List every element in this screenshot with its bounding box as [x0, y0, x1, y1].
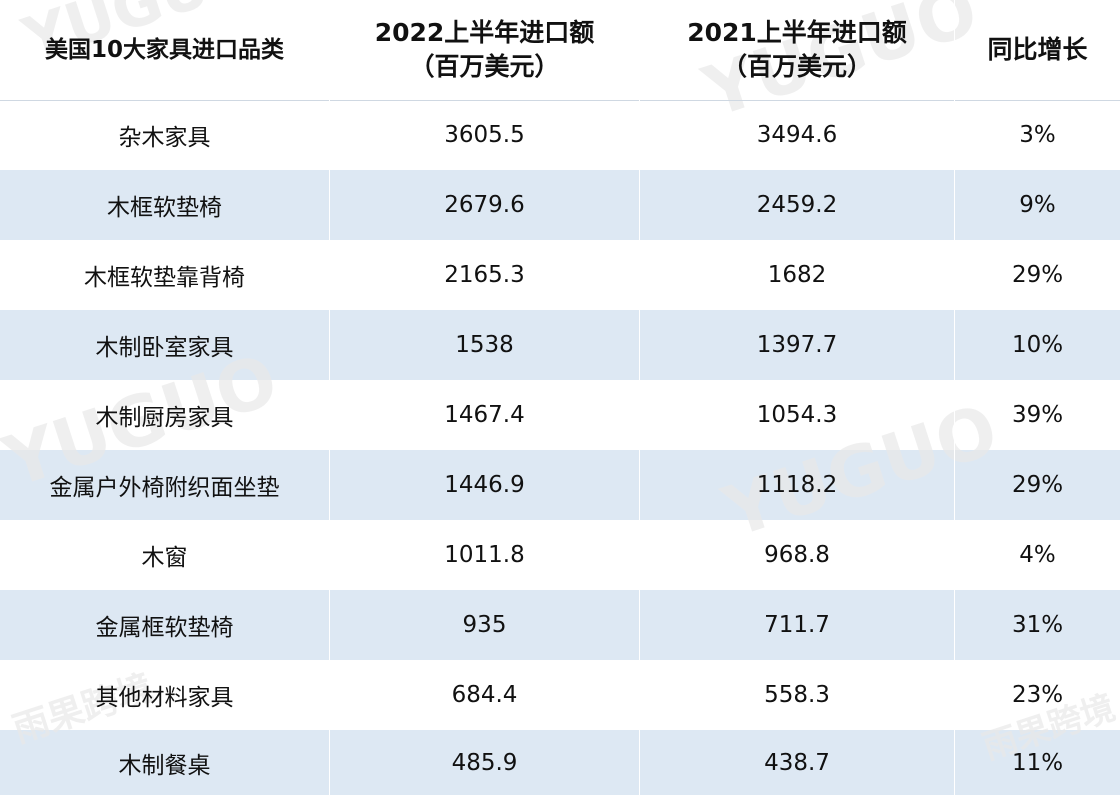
category-cell: 木窗 — [0, 520, 330, 590]
header-2021: 2021上半年进口额 （百万美元） — [640, 0, 955, 100]
category-cell: 其他材料家具 — [0, 660, 330, 730]
growth-cell: 39% — [1011, 402, 1064, 428]
table-row: 金属框软垫椅 935 711.7 31% — [0, 590, 1120, 660]
category-cell: 木制卧室家具 — [0, 310, 330, 380]
table-row: 木框软垫椅 2679.6 2459.2 9% — [0, 170, 1120, 240]
header-divider — [0, 100, 1120, 101]
value-2022-cell: 2165.3 — [330, 240, 640, 310]
value-2022-cell: 684.4 — [330, 660, 640, 730]
header-category: 美国10大家具进口品类 — [0, 0, 330, 100]
table-row: 木制厨房家具 1467.4 1054.3 39% — [0, 380, 1120, 450]
table-row: 木制卧室家具 1538 1397.7 10% — [0, 310, 1120, 380]
category-cell: 木框软垫椅 — [0, 170, 330, 240]
value-2021-cell: 1397.7 — [640, 310, 955, 380]
value-2022-cell: 1446.9 — [330, 450, 640, 520]
growth-cell: 4% — [1019, 542, 1056, 568]
value-2022-cell: 1538 — [330, 310, 640, 380]
growth-cell: 29% — [1011, 472, 1064, 498]
value-2021-cell: 558.3 — [640, 660, 955, 730]
growth-cell: 29% — [1011, 262, 1064, 288]
value-2022-cell: 1011.8 — [330, 520, 640, 590]
value-2022-cell: 2679.6 — [330, 170, 640, 240]
growth-cell: 10% — [1011, 332, 1064, 358]
value-2021-cell: 968.8 — [640, 520, 955, 590]
table-row: 木框软垫靠背椅 2165.3 1682 29% — [0, 240, 1120, 310]
growth-cell: 11% — [1011, 749, 1064, 776]
table-row: 木制餐桌 485.9 438.7 11% — [0, 730, 1120, 795]
table-row: 其他材料家具 684.4 558.3 23% — [0, 660, 1120, 730]
growth-cell: 9% — [1019, 192, 1056, 218]
category-cell: 木制厨房家具 — [0, 380, 330, 450]
value-2021-cell: 1118.2 — [640, 450, 955, 520]
category-cell: 杂木家具 — [0, 100, 330, 170]
category-cell: 金属户外椅附织面坐垫 — [0, 450, 330, 520]
category-cell: 木框软垫靠背椅 — [0, 240, 330, 310]
table-row: 金属户外椅附织面坐垫 1446.9 1118.2 29% — [0, 450, 1120, 520]
value-2022-cell: 3605.5 — [330, 100, 640, 170]
growth-cell: 3% — [1019, 122, 1056, 148]
value-2021-cell: 1054.3 — [640, 380, 955, 450]
value-2021-cell: 711.7 — [640, 590, 955, 660]
value-2022-cell: 485.9 — [330, 730, 640, 795]
growth-cell: 31% — [1011, 612, 1064, 638]
table-header: 美国10大家具进口品类 2022上半年进口额 （百万美元） 2021上半年进口额… — [0, 0, 1120, 100]
category-cell: 木制餐桌 — [0, 730, 330, 795]
header-2022: 2022上半年进口额 （百万美元） — [330, 0, 640, 100]
value-2021-cell: 3494.6 — [640, 100, 955, 170]
value-2021-cell: 1682 — [640, 240, 955, 310]
value-2021-cell: 438.7 — [640, 730, 955, 795]
table-row: 木窗 1011.8 968.8 4% — [0, 520, 1120, 590]
category-cell: 金属框软垫椅 — [0, 590, 330, 660]
growth-cell: 23% — [1011, 682, 1064, 708]
table-row: 杂木家具 3605.5 3494.6 3% — [0, 100, 1120, 170]
value-2022-cell: 935 — [330, 590, 640, 660]
value-2022-cell: 1467.4 — [330, 380, 640, 450]
value-2021-cell: 2459.2 — [640, 170, 955, 240]
header-growth: 同比增长 — [987, 35, 1088, 64]
